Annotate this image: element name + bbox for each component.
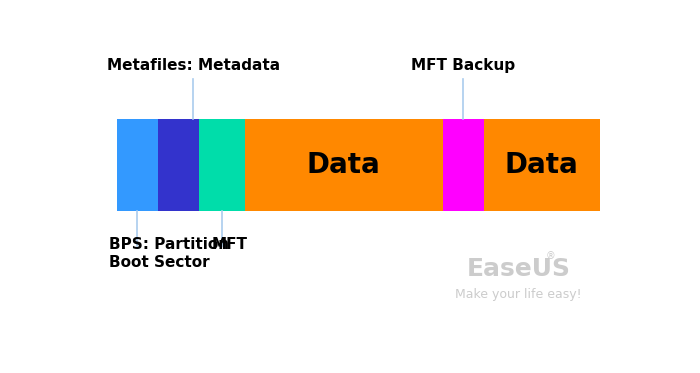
Bar — [158, 119, 199, 211]
Text: Metafiles: Metadata: Metafiles: Metadata — [106, 59, 280, 73]
Bar — [199, 119, 245, 211]
Text: MFT: MFT — [211, 237, 247, 252]
Text: Data: Data — [505, 151, 579, 179]
Text: EaseUS: EaseUS — [467, 257, 570, 281]
Text: ®: ® — [545, 251, 555, 261]
Bar — [484, 119, 600, 211]
Text: Make your life easy!: Make your life easy! — [456, 288, 582, 301]
Text: BPS: Partition
Boot Sector: BPS: Partition Boot Sector — [109, 237, 230, 270]
Bar — [245, 119, 443, 211]
Bar — [443, 119, 484, 211]
Text: Data: Data — [307, 151, 381, 179]
Bar — [118, 119, 158, 211]
Text: MFT Backup: MFT Backup — [411, 59, 515, 73]
